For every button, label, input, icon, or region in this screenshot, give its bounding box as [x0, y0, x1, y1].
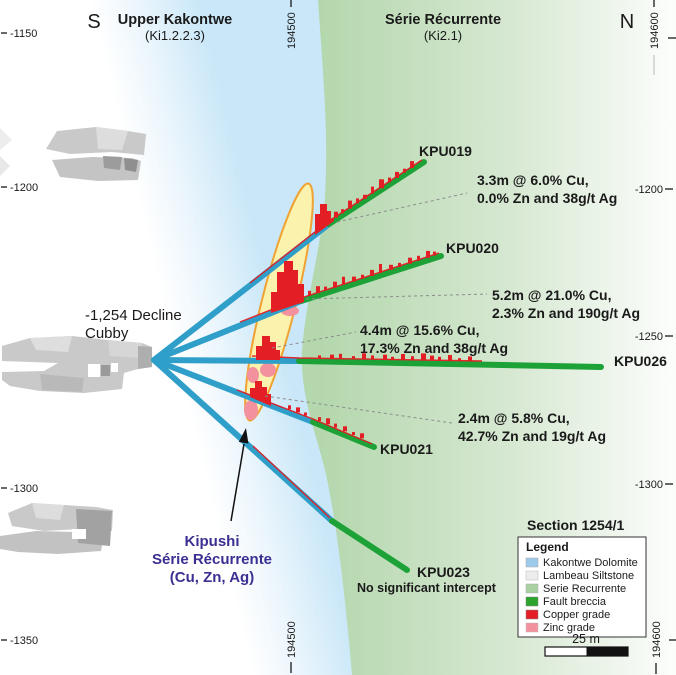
callout-arrow	[230, 428, 249, 522]
hole-label-kpu021: KPU021	[380, 441, 433, 457]
grade-kpu019-line1: 3.3m @ 6.0% Cu,	[477, 172, 589, 188]
elevation-right-1300: -1300	[635, 479, 663, 491]
grade-kpu021-line1: 2.4m @ 5.8% Cu,	[458, 410, 570, 426]
elevation-right-1200: -1200	[635, 184, 663, 196]
no-intercept-note: No significant intercept	[357, 581, 497, 595]
scale-bar-label: 25 m	[572, 632, 600, 646]
legend-label-kakontwe: Kakontwe Dolomite	[543, 557, 638, 569]
trace-kpu021-breccia	[310, 419, 377, 450]
callout-kipushi-line1: Kipushi	[185, 533, 240, 550]
hole-label-kpu019: KPU019	[419, 143, 472, 159]
legend-label-serie-recurrente: Serie Recurrente	[543, 583, 626, 595]
zone-right-title: Série Récurrente	[385, 12, 501, 28]
hole-label-kpu020: KPU020	[446, 240, 499, 256]
legend-label-copper: Copper grade	[543, 609, 610, 621]
callout-kipushi-line3: (Cu, Zn, Ag)	[170, 569, 254, 586]
trace-kpu019-kakontwe	[151, 221, 332, 363]
grade-kpu026-line2: 17.3% Zn and 38g/t Ag	[360, 340, 508, 356]
compass-north-label: N	[620, 11, 634, 33]
legend-swatch-lambeau	[525, 570, 539, 581]
scale-bar-filled-half	[586, 647, 628, 656]
easting-194500-bottom: 194500	[286, 621, 298, 658]
trace-kpu026-kakontwe	[151, 357, 302, 364]
compass-south-label: S	[87, 11, 100, 33]
elevation-left-1200: -1200	[10, 182, 38, 194]
legend-swatch-kakontwe	[525, 557, 539, 568]
underground-workings	[0, 127, 152, 554]
legend: Section 1254/1 Legend Kakontwe Dolomite …	[517, 517, 647, 638]
elevation-left-1300: -1300	[10, 483, 38, 495]
legend-heading: Legend	[526, 540, 569, 554]
easting-194500-top: 194500	[286, 12, 298, 49]
legend-swatch-copper	[525, 609, 539, 620]
hole-label-kpu023: KPU023	[417, 564, 470, 580]
trace-kpu021-kakontwe	[151, 357, 316, 425]
legend-section-title: Section 1254/1	[527, 517, 624, 533]
hole-label-kpu026: KPU026	[614, 353, 667, 369]
scale-bar: 25 m	[544, 632, 629, 657]
trace-kpu020-breccia	[298, 253, 444, 304]
legend-label-zinc: Zinc grade	[543, 622, 595, 634]
legend-label-fault-breccia: Fault breccia	[543, 596, 607, 608]
serie-recurrente-zone	[301, 0, 676, 675]
elevation-left-1150: -1150	[10, 28, 37, 40]
grade-kpu019-line2: 0.0% Zn and 38g/t Ag	[477, 190, 617, 206]
legend-box	[517, 536, 647, 638]
callout-kipushi-line2: Série Récurrente	[152, 551, 272, 568]
copper-grade-bars	[236, 159, 483, 519]
trace-kpu023-breccia	[329, 518, 410, 573]
decline-cubby-label-line1: -1,254 Decline	[85, 307, 182, 324]
trace-kpu019-breccia	[326, 159, 427, 227]
grade-kpu020-line1: 5.2m @ 21.0% Cu,	[492, 287, 611, 303]
annotation-leader-lines	[264, 192, 488, 424]
easting-194600-bottom: 194600	[651, 621, 663, 658]
grade-kpu020-line2: 2.3% Zn and 190g/t Ag	[492, 305, 640, 321]
legend-swatch-serie-recurrente	[525, 583, 539, 594]
zinc-grade-patches	[244, 306, 299, 420]
legend-swatch-zinc	[525, 622, 539, 633]
zone-right-code: (Ki2.1)	[424, 28, 462, 43]
decline-cubby-label-line2: Cubby	[85, 325, 129, 342]
zone-left-title: Upper Kakontwe	[118, 12, 232, 28]
easting-194600-top: 194600	[649, 12, 661, 49]
grade-kpu026-line1: 4.4m @ 15.6% Cu,	[360, 322, 479, 338]
legend-swatch-fault-breccia	[525, 596, 539, 607]
grade-kpu021-line2: 42.7% Zn and 19g/t Ag	[458, 428, 606, 444]
elevation-left-1350: -1350	[10, 635, 38, 647]
drillhole-traces	[151, 159, 604, 573]
trace-kpu026-breccia	[296, 358, 604, 370]
elevation-right-1250: -1250	[635, 331, 663, 343]
legend-label-lambeau: Lambeau Siltstone	[543, 570, 634, 582]
zone-left-code: (Ki1.2.2.3)	[145, 28, 205, 43]
